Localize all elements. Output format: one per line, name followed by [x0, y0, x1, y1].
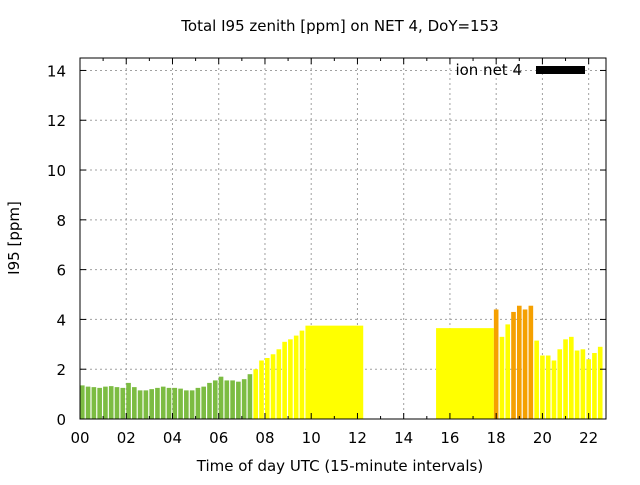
bar — [282, 341, 287, 419]
bar — [212, 380, 218, 419]
bar — [505, 324, 511, 419]
bar — [241, 379, 247, 419]
y-tick-label: 10 — [47, 162, 66, 180]
bars-group — [80, 305, 603, 419]
x-tick-label: 00 — [70, 429, 89, 447]
bar — [91, 387, 97, 419]
x-tick-label: 08 — [255, 429, 274, 447]
bar — [166, 387, 172, 419]
legend-label: ion net 4 — [455, 61, 522, 79]
y-tick-label: 12 — [47, 112, 66, 130]
y-tick-labels: 0 2 4 6 8 10 12 14 — [47, 62, 66, 429]
bar — [108, 386, 114, 419]
bar — [178, 388, 183, 419]
bar — [305, 325, 364, 419]
y-tick-label: 4 — [56, 311, 66, 329]
bar — [201, 386, 206, 419]
bar — [259, 360, 264, 419]
bar — [557, 349, 563, 419]
bar — [224, 380, 230, 419]
bar — [137, 390, 143, 419]
bar — [516, 305, 522, 419]
x-tick-label: 20 — [533, 429, 552, 447]
bar — [540, 355, 545, 419]
bar — [85, 386, 91, 419]
bar — [114, 387, 120, 419]
plot-frame — [79, 57, 607, 420]
bar — [270, 354, 276, 419]
bar — [276, 349, 282, 419]
bar — [120, 387, 126, 419]
x-tick-label: 14 — [394, 429, 413, 447]
bar — [126, 382, 131, 419]
x-tick-label: 10 — [302, 429, 321, 447]
y-tick-label: 2 — [56, 361, 66, 379]
x-tick-label: 16 — [440, 429, 459, 447]
bar — [569, 336, 574, 419]
y-tick-label: 6 — [56, 262, 66, 280]
x-tick-label: 22 — [579, 429, 598, 447]
bar — [545, 355, 551, 419]
x-tick-label: 12 — [348, 429, 367, 447]
bar — [253, 369, 259, 419]
bar — [551, 360, 557, 419]
bar — [132, 387, 137, 419]
bar — [586, 359, 591, 419]
x-tick-label: 18 — [487, 429, 506, 447]
bar — [511, 311, 516, 419]
bar — [172, 387, 178, 419]
bar — [247, 374, 253, 419]
bar — [207, 382, 212, 419]
bar — [160, 386, 166, 419]
bar — [574, 350, 580, 419]
y-tick-label: 14 — [47, 62, 66, 80]
chart-title: Total I95 zenith [ppm] on NET 4, DoY=153 — [180, 17, 498, 35]
bar — [155, 387, 160, 419]
x-axis-label: Time of day UTC (15-minute intervals) — [196, 457, 483, 475]
bar — [189, 390, 195, 419]
bar — [299, 330, 305, 419]
bar — [534, 340, 539, 419]
bar — [436, 328, 494, 419]
y-axis-label: I95 [ppm] — [5, 201, 23, 275]
bar — [97, 387, 102, 419]
x-tick-labels: 00 02 04 06 08 10 12 14 16 18 20 22 — [70, 429, 598, 447]
bar — [592, 353, 597, 419]
bar — [597, 346, 603, 419]
bar — [522, 309, 528, 419]
bar — [230, 380, 235, 419]
axis-ticks — [79, 58, 606, 420]
legend: ion net 4 — [455, 61, 585, 79]
x-tick-label: 06 — [209, 429, 228, 447]
legend-swatch — [536, 66, 585, 74]
bar — [293, 335, 299, 419]
bar — [264, 358, 270, 419]
bar — [528, 305, 534, 419]
bar — [195, 387, 201, 419]
bar — [103, 386, 108, 419]
bar — [218, 376, 224, 419]
y-tick-label: 0 — [56, 411, 66, 429]
bar — [580, 349, 586, 419]
x-tick-label: 02 — [117, 429, 136, 447]
bar — [149, 389, 154, 419]
bar — [143, 390, 149, 419]
x-tick-label: 04 — [163, 429, 182, 447]
bar — [288, 339, 293, 419]
bar — [493, 309, 499, 419]
bar — [80, 385, 85, 419]
bar — [236, 381, 241, 419]
y-tick-label: 8 — [56, 212, 66, 230]
bar — [499, 336, 505, 419]
bar — [184, 390, 189, 419]
bar — [563, 339, 568, 419]
